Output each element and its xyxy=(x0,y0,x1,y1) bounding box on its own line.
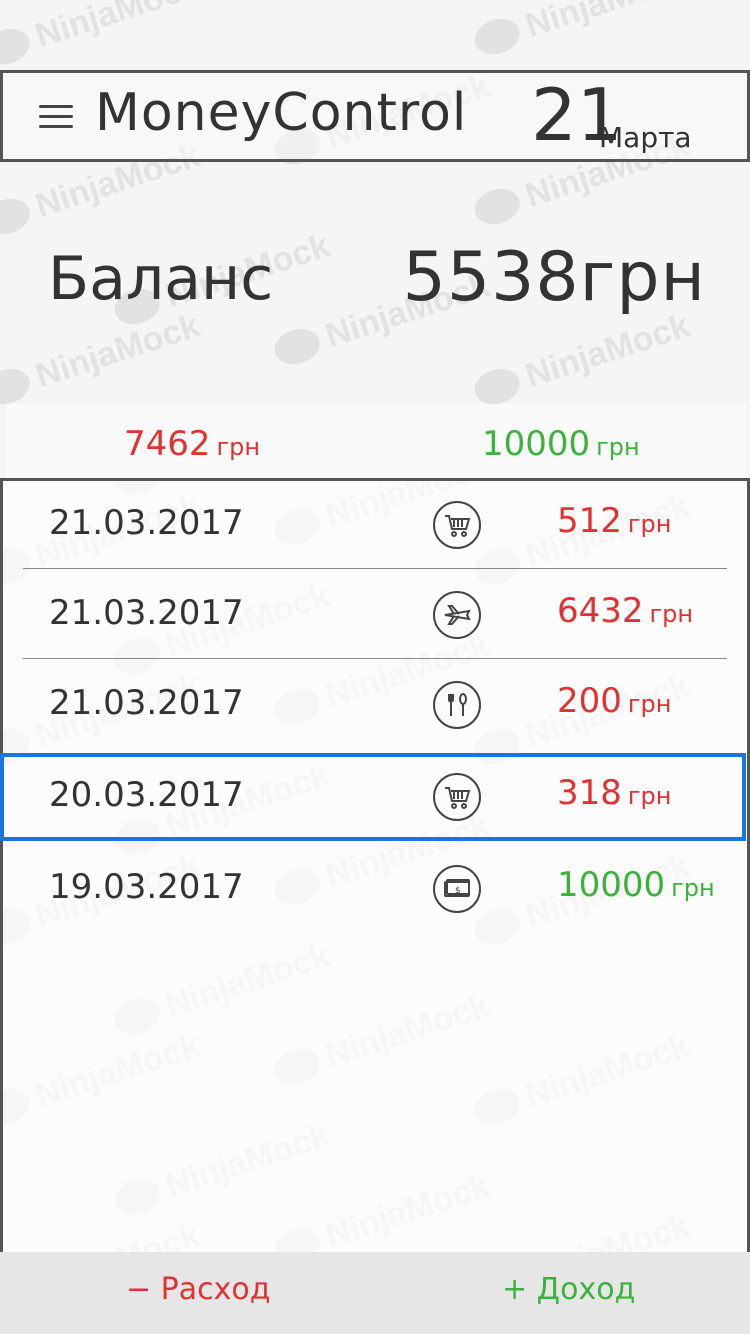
transaction-amount-value: 10000 xyxy=(557,865,666,905)
transaction-row[interactable]: 21.03.2017 512 грн xyxy=(3,481,747,569)
total-income-value: 10000 xyxy=(482,424,591,464)
transaction-amount-unit: грн xyxy=(627,510,672,538)
hamburger-menu-icon[interactable] xyxy=(39,105,73,129)
svg-text:$: $ xyxy=(455,886,461,896)
shopping-cart-icon xyxy=(433,773,481,821)
app-title: MoneyControl xyxy=(95,83,468,143)
transaction-date: 19.03.2017 xyxy=(49,867,244,907)
transaction-amount: 200 грн xyxy=(557,681,671,721)
transaction-amount: 512 грн xyxy=(557,501,671,541)
transaction-amount-unit: грн xyxy=(671,874,715,902)
add-expense-button[interactable]: − Расход xyxy=(126,1272,271,1307)
transaction-amount: 6432 грн xyxy=(557,591,693,631)
current-date-month: Марта xyxy=(599,121,692,154)
app-header: MoneyControl 21 Марта xyxy=(0,70,750,162)
add-income-button[interactable]: + Доход xyxy=(502,1272,636,1307)
transaction-row[interactable]: 21.03.2017 6432 грн xyxy=(3,571,747,659)
transaction-amount-unit: грн xyxy=(627,690,672,718)
total-income: 10000 грн xyxy=(482,424,640,464)
shopping-cart-icon xyxy=(433,501,481,549)
total-expense: 7462 грн xyxy=(124,424,260,464)
balance-label: Баланс xyxy=(48,244,274,314)
transaction-amount-value: 318 xyxy=(557,773,622,813)
money-icon: $ xyxy=(433,865,481,913)
row-divider xyxy=(23,658,727,659)
total-expense-value: 7462 xyxy=(124,424,211,464)
transaction-date: 21.03.2017 xyxy=(49,593,244,633)
transaction-amount-value: 6432 xyxy=(557,591,644,631)
total-income-unit: грн xyxy=(596,433,640,461)
balance-value: 5538грн xyxy=(402,238,706,317)
transaction-list[interactable]: 21.03.2017 512 грн 21.03.2017 6432 грн 21.… xyxy=(0,478,750,1256)
transaction-amount: 318 грн xyxy=(557,773,671,813)
transaction-amount-value: 200 xyxy=(557,681,622,721)
transaction-date: 20.03.2017 xyxy=(49,775,244,815)
transaction-date: 21.03.2017 xyxy=(49,503,244,543)
bottom-action-bar: − Расход + Доход xyxy=(0,1252,750,1334)
fork-spoon-icon xyxy=(433,681,481,729)
transaction-amount-unit: грн xyxy=(649,600,694,628)
transaction-amount-value: 512 xyxy=(557,501,622,541)
airplane-icon xyxy=(433,591,481,639)
transaction-amount: 10000 грн xyxy=(557,865,715,905)
transaction-date: 21.03.2017 xyxy=(49,683,244,723)
summary-bar: 7462 грн 10000 грн xyxy=(6,404,746,480)
transaction-row-selected[interactable]: 20.03.2017 318 грн xyxy=(0,753,746,841)
row-divider xyxy=(23,568,727,569)
transaction-row[interactable]: 21.03.2017 200 грн xyxy=(3,661,747,749)
current-date-day: 21 xyxy=(531,73,623,157)
total-expense-unit: грн xyxy=(216,433,261,461)
transaction-amount-unit: грн xyxy=(627,782,672,810)
transaction-row[interactable]: 19.03.2017 $ 10000 грн xyxy=(3,845,747,933)
